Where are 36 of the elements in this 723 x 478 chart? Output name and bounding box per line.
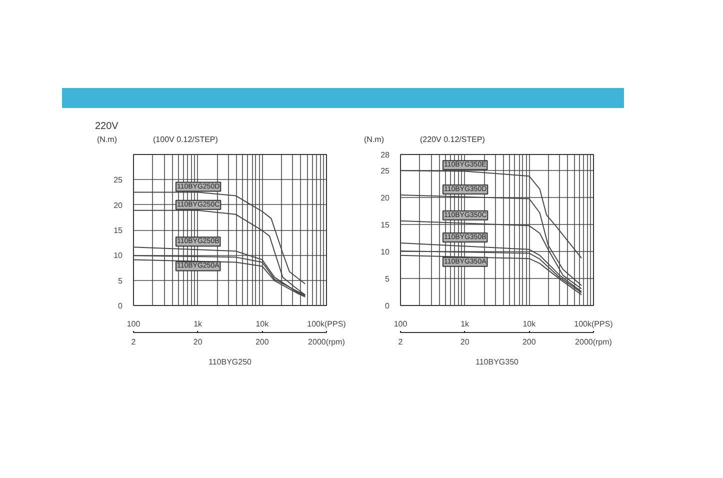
text: 20	[460, 338, 470, 346]
chart-subtitle: (100V 0.12/STEP)	[153, 134, 218, 146]
x-axis-title: 110BYG350	[476, 358, 520, 366]
y-tick-label: 28	[380, 150, 390, 160]
y-tick-label: 10	[114, 251, 124, 260]
y-tick-label: 5	[118, 276, 124, 286]
text: 2000(rpm)	[575, 338, 612, 346]
x-tick-label: 10k	[256, 320, 270, 328]
x-tick-label: 100k(PPS)	[307, 320, 346, 328]
y-tick-label: 25	[114, 176, 124, 185]
y-tick-label: 10	[380, 248, 390, 257]
text: 2000(rpm)	[308, 338, 346, 346]
x-tick-label: 10k	[522, 320, 537, 328]
y-tick-label: 20	[114, 200, 124, 210]
text: 2	[398, 338, 404, 346]
y-tick-label: 15	[114, 226, 124, 235]
x-tick-label: 100k(PPS)	[574, 320, 614, 328]
text: 200	[522, 338, 536, 346]
y-tick-label: 0	[385, 302, 390, 310]
text: 2	[131, 338, 136, 346]
x-axis-title: 110BYG250	[208, 358, 252, 366]
y-axis-title: (N.m)	[96, 134, 118, 146]
x-tick-label: 100	[126, 320, 141, 328]
chart-subtitle: (220V 0.12/STEP)	[420, 134, 485, 146]
y-tick-label: 0	[118, 302, 124, 310]
x-tick-label: 1k	[460, 320, 470, 328]
y-tick-label: 15	[380, 220, 390, 230]
text: 200	[255, 338, 270, 346]
x-tick-label: 1k	[194, 320, 204, 328]
y-tick-label: 5	[385, 274, 390, 284]
text: 20	[193, 338, 203, 346]
y-tick-label: 20	[380, 194, 390, 203]
chart-title: 220V	[95, 120, 120, 134]
x-tick-label: 100	[394, 320, 408, 328]
y-tick-label: 25	[380, 166, 390, 176]
y-axis-title: (N.m)	[363, 134, 385, 146]
